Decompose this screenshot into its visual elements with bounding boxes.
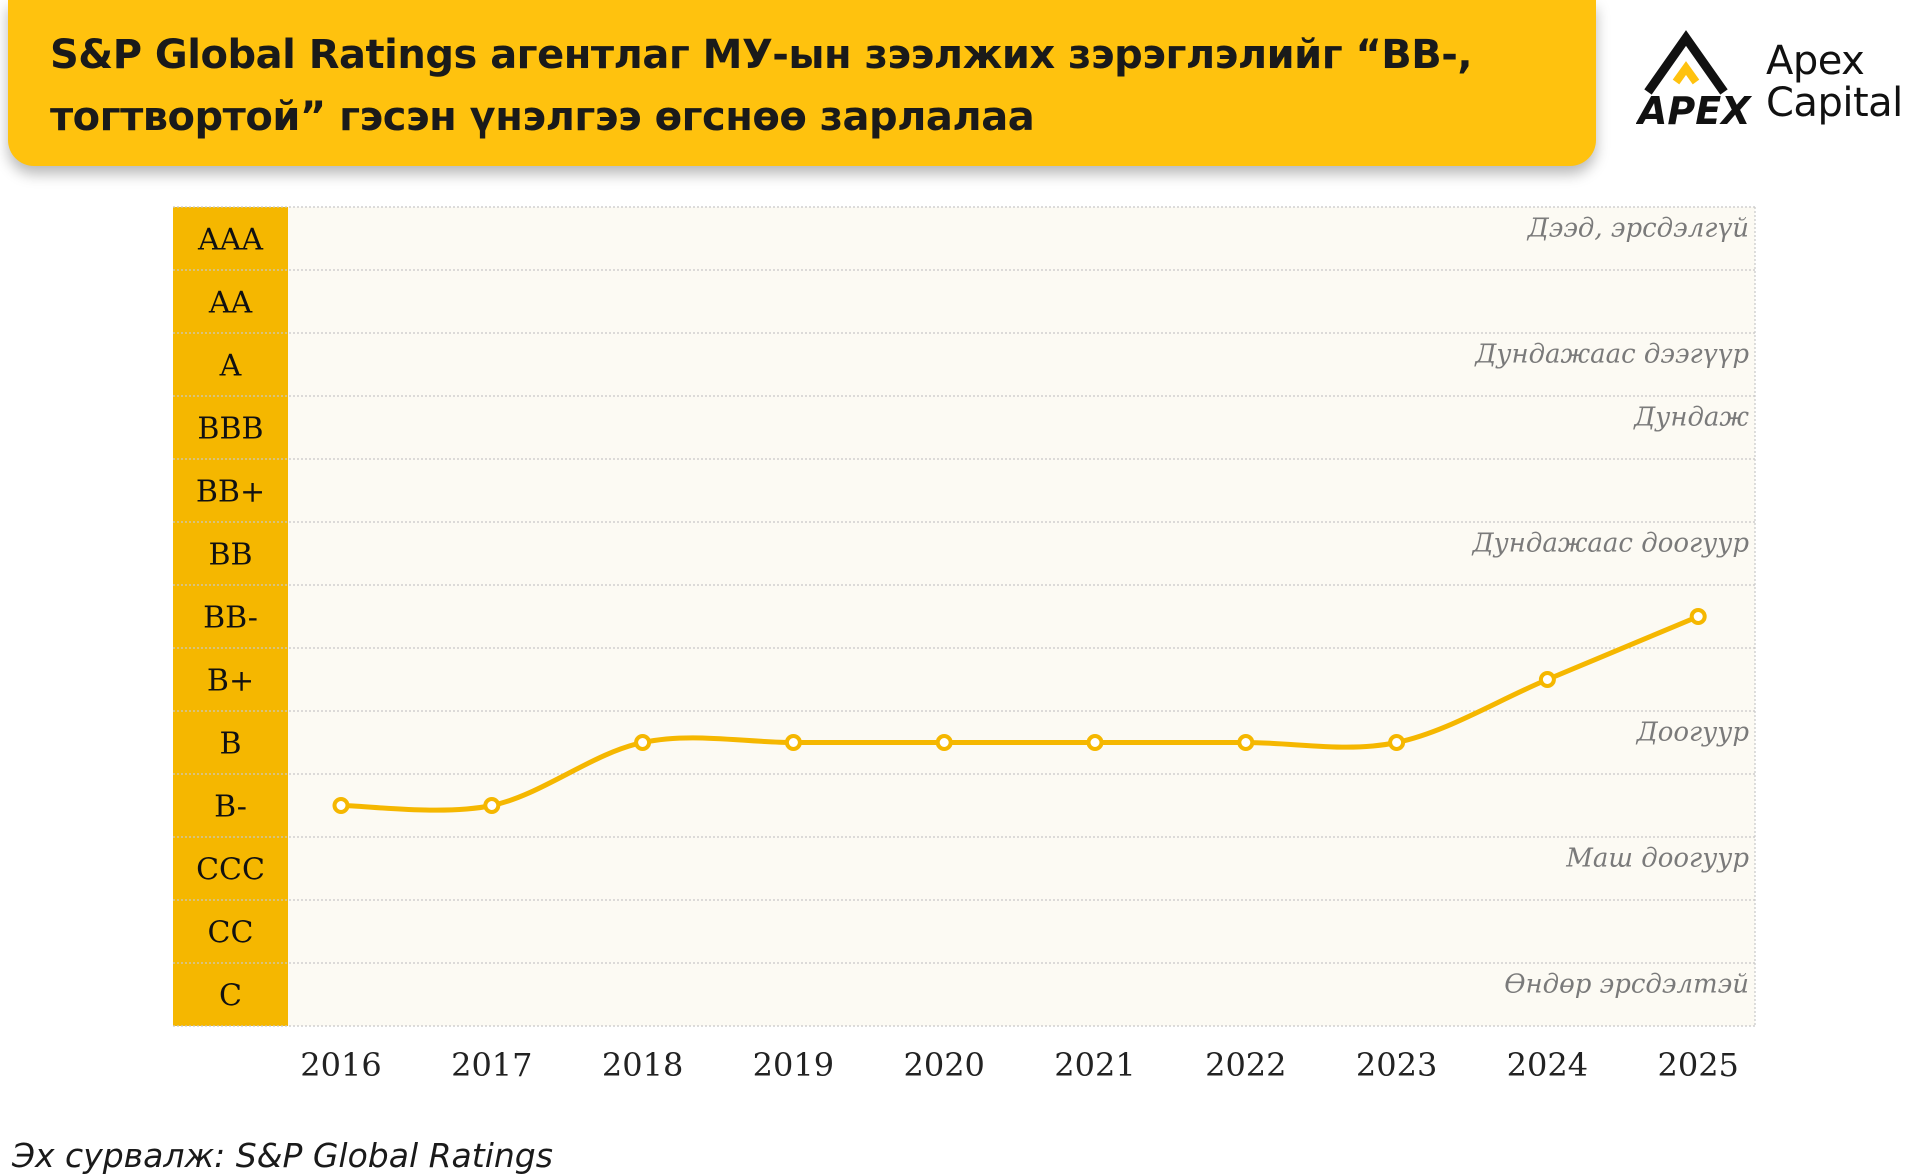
x-tick-label: 2023 (1356, 1046, 1437, 1084)
data-point (634, 734, 652, 751)
title-banner: S&P Global Ratings агентлаг МУ-ын зээлжи… (8, 0, 1596, 166)
apex-logo-icon: APEX (1635, 30, 1752, 133)
y-tick-label: BB (208, 538, 252, 573)
plot-area (288, 207, 1755, 1026)
data-point (1538, 671, 1556, 688)
y-tick-label: BBB (197, 412, 263, 447)
series-line (338, 614, 1701, 813)
y-tick-label: AA (208, 286, 253, 321)
band-label: Доогуур (1636, 718, 1750, 748)
data-point (1388, 734, 1406, 751)
data-point (1086, 734, 1104, 751)
y-tick-label: BB+ (196, 475, 265, 510)
x-tick-label: 2024 (1507, 1046, 1588, 1084)
y-tick-label: CCC (196, 853, 265, 888)
logo-mark-text: APEX (1636, 89, 1752, 130)
band-label: Дундажаас дээгүүр (1474, 340, 1749, 370)
data-point (935, 734, 953, 751)
x-tick-label: 2018 (602, 1046, 683, 1084)
x-tick-label: 2021 (1054, 1046, 1135, 1084)
data-point (1689, 608, 1707, 625)
band-label: Дээд, эрсдэлгүй (1527, 214, 1749, 244)
x-tick-label: 2020 (903, 1046, 984, 1084)
band-label: Дундажаас доогуур (1472, 529, 1750, 559)
data-point (483, 797, 501, 814)
band-label: Маш доогуур (1565, 844, 1749, 874)
y-tick-label: BB- (203, 601, 258, 636)
data-point (332, 797, 350, 814)
y-tick-label: AAA (197, 223, 263, 258)
x-tick-label: 2016 (300, 1046, 381, 1084)
x-tick-label: 2019 (753, 1046, 834, 1084)
rating-column (173, 207, 288, 1026)
y-tick-label: B (219, 727, 241, 762)
logo-name: Apex Capital (1766, 38, 1903, 126)
x-tick-label: 2017 (451, 1046, 532, 1084)
y-tick-label: C (219, 979, 242, 1014)
x-tick-label: 2022 (1205, 1046, 1286, 1084)
source-note: Эх сурвалж: S&P Global Ratings (12, 1136, 553, 1175)
y-tick-label: CC (208, 916, 254, 951)
page-title: S&P Global Ratings агентлаг МУ-ын зээлжи… (50, 32, 1473, 140)
y-tick-label: A (219, 349, 242, 384)
band-label: Дундаж (1633, 403, 1749, 433)
apex-capital-logo: APEX Apex Capital (1635, 30, 1916, 140)
data-point (1237, 734, 1255, 751)
band-label: Өндөр эрсдэлтэй (1504, 970, 1749, 1000)
y-tick-label: B+ (207, 664, 254, 699)
data-point (784, 734, 802, 751)
y-tick-label: B- (214, 790, 247, 825)
x-tick-label: 2025 (1657, 1046, 1738, 1084)
